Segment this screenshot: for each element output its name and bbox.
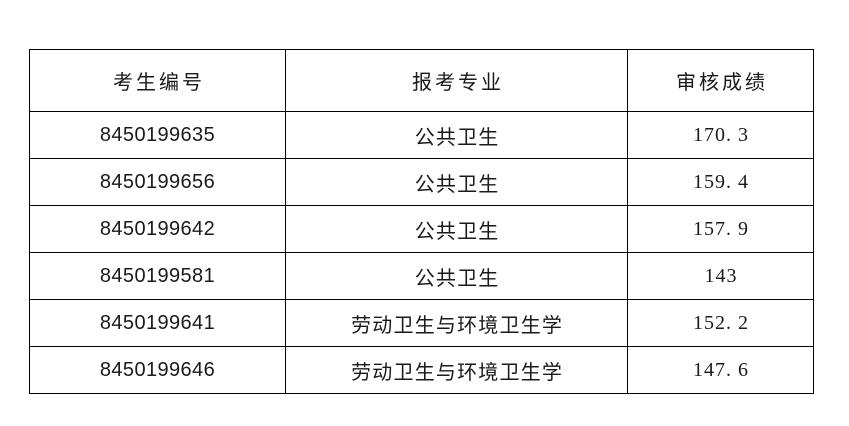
table-row: 8450199635 公共卫生 170. 3 — [29, 111, 814, 159]
cell-score: 159. 4 — [627, 158, 814, 206]
cell-major: 公共卫生 — [285, 111, 628, 159]
cell-major: 劳动卫生与环境卫生学 — [285, 299, 628, 347]
cell-score: 170. 3 — [627, 111, 814, 159]
table-row: 8450199656 公共卫生 159. 4 — [29, 158, 814, 206]
candidate-score-table: 考生编号 报考专业 审核成绩 8450199635 公共卫生 170. 3 84… — [29, 49, 814, 394]
cell-major: 劳动卫生与环境卫生学 — [285, 346, 628, 394]
cell-score: 157. 9 — [627, 205, 814, 253]
cell-score: 143 — [627, 252, 814, 300]
column-header-major: 报考专业 — [285, 49, 628, 112]
cell-candidate-id: 8450199646 — [29, 346, 286, 394]
table-body: 8450199635 公共卫生 170. 3 8450199656 公共卫生 1… — [29, 111, 814, 394]
cell-candidate-id: 8450199642 — [29, 205, 286, 253]
table-row: 8450199641 劳动卫生与环境卫生学 152. 2 — [29, 299, 814, 347]
column-header-candidate-id: 考生编号 — [29, 49, 286, 112]
column-header-score: 审核成绩 — [627, 49, 814, 112]
table-row: 8450199581 公共卫生 143 — [29, 252, 814, 300]
table-header-row: 考生编号 报考专业 审核成绩 — [29, 49, 814, 112]
cell-score: 147. 6 — [627, 346, 814, 394]
cell-major: 公共卫生 — [285, 252, 628, 300]
cell-candidate-id: 8450199641 — [29, 299, 286, 347]
table-row: 8450199642 公共卫生 157. 9 — [29, 205, 814, 253]
cell-candidate-id: 8450199656 — [29, 158, 286, 206]
cell-candidate-id: 8450199581 — [29, 252, 286, 300]
cell-major: 公共卫生 — [285, 158, 628, 206]
table-row: 8450199646 劳动卫生与环境卫生学 147. 6 — [29, 346, 814, 394]
table-header: 考生编号 报考专业 审核成绩 — [29, 49, 814, 112]
cell-candidate-id: 8450199635 — [29, 111, 286, 159]
cell-major: 公共卫生 — [285, 205, 628, 253]
cell-score: 152. 2 — [627, 299, 814, 347]
